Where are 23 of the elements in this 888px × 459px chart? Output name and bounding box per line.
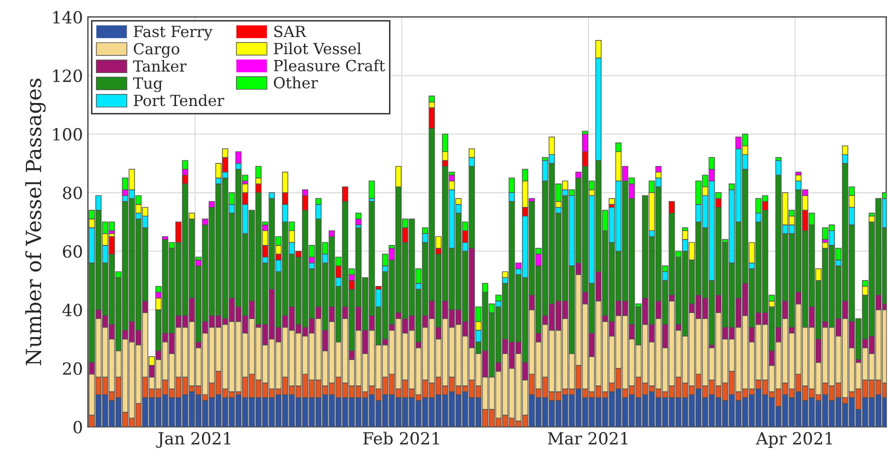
legend-label: Pilot Vessel [274, 42, 362, 54]
x-tick-label: Apr 2021 [756, 432, 832, 448]
legend-label: Port Tender [134, 94, 224, 106]
x-tick-label: Feb 2021 [363, 432, 439, 445]
x-tick-label: Jan 2021 [156, 432, 230, 448]
y-tick-label: 40 [62, 304, 82, 316]
y-tick-label: 120 [53, 70, 82, 82]
x-tick-label: Mar 2021 [548, 432, 628, 445]
legend-label: Fast Ferry [134, 26, 212, 40]
y-tick-label: 60 [62, 245, 82, 258]
y-tick-label: 100 [53, 128, 82, 141]
legend-label: Cargo [134, 42, 180, 58]
legend-label: Tanker [133, 60, 187, 72]
bar [368, 180, 375, 199]
y-tick-label: 0 [74, 420, 82, 434]
legend-label: Pleasure Craft [274, 60, 386, 72]
y-axis-title: Number of Vessel Passages [25, 78, 46, 366]
legend-label: Other [274, 76, 318, 88]
legend-label: Tug [133, 78, 162, 92]
y-tick-label: 140 [53, 10, 82, 24]
y-tick-label: 80 [62, 186, 82, 200]
legend-label: SAR [274, 26, 306, 38]
y-tick-label: 20 [62, 362, 82, 375]
